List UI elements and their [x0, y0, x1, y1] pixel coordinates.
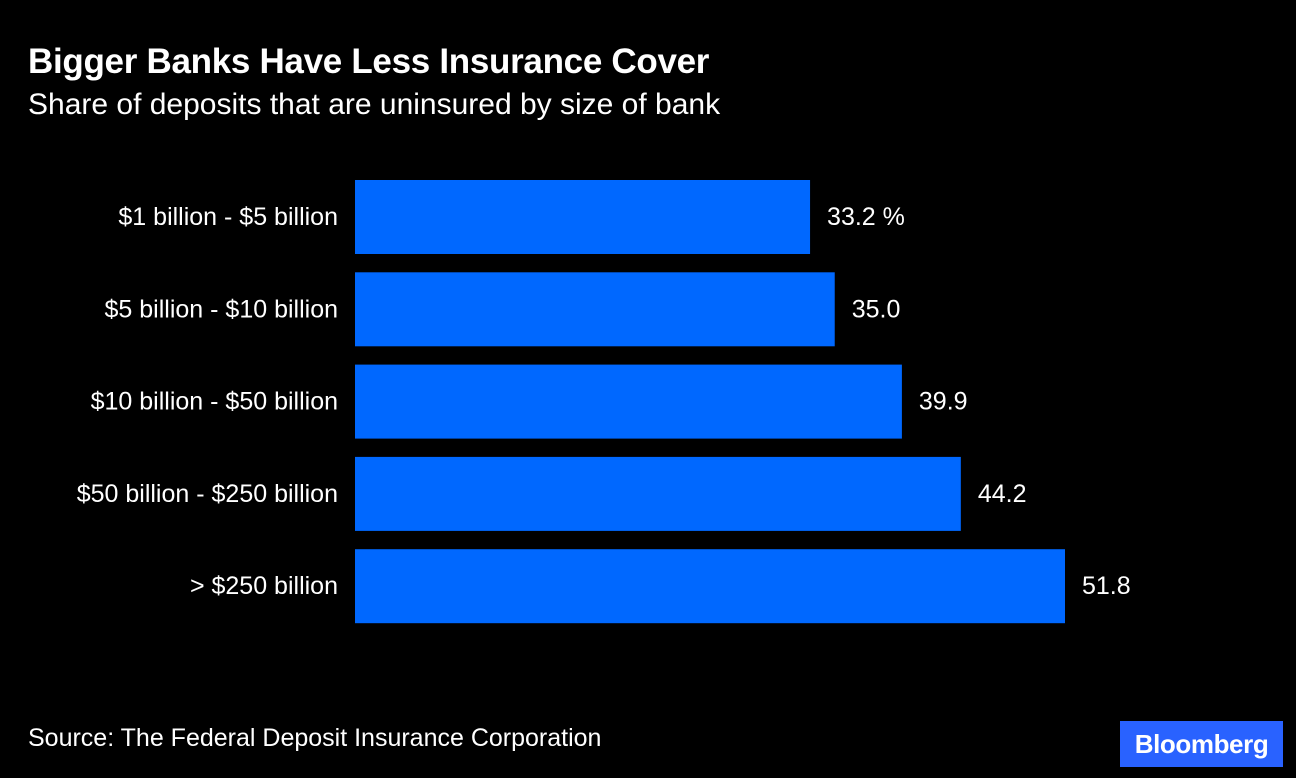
category-label-4: > $250 billion [190, 572, 338, 600]
category-label-1: $5 billion - $10 billion [105, 295, 338, 323]
chart-subtitle: Share of deposits that are uninsured by … [28, 88, 721, 121]
bar-0 [355, 180, 811, 254]
value-label-1: 35.0 [852, 295, 901, 323]
bloomberg-logo: Bloomberg [1120, 721, 1283, 767]
bar-3 [355, 456, 961, 531]
value-label-2: 39.9 [919, 388, 968, 416]
source-note: Source: The Federal Deposit Insurance Co… [28, 724, 602, 752]
value-label-4: 51.8 [1082, 572, 1131, 600]
bar-2 [355, 364, 902, 439]
value-label-0: 33.2 % [827, 203, 905, 231]
category-label-2: $10 billion - $50 billion [91, 388, 338, 416]
bar-1 [355, 272, 835, 347]
chart-title: Bigger Banks Have Less Insurance Cover [28, 42, 710, 81]
category-label-0: $1 billion - $5 billion [118, 203, 338, 231]
value-label-3: 44.2 [978, 480, 1027, 508]
category-label-3: $50 billion - $250 billion [77, 480, 338, 508]
bar-4 [355, 549, 1065, 624]
bar-chart: $1 billion - $5 billion 33.2 % $5 billion … [77, 180, 1131, 624]
